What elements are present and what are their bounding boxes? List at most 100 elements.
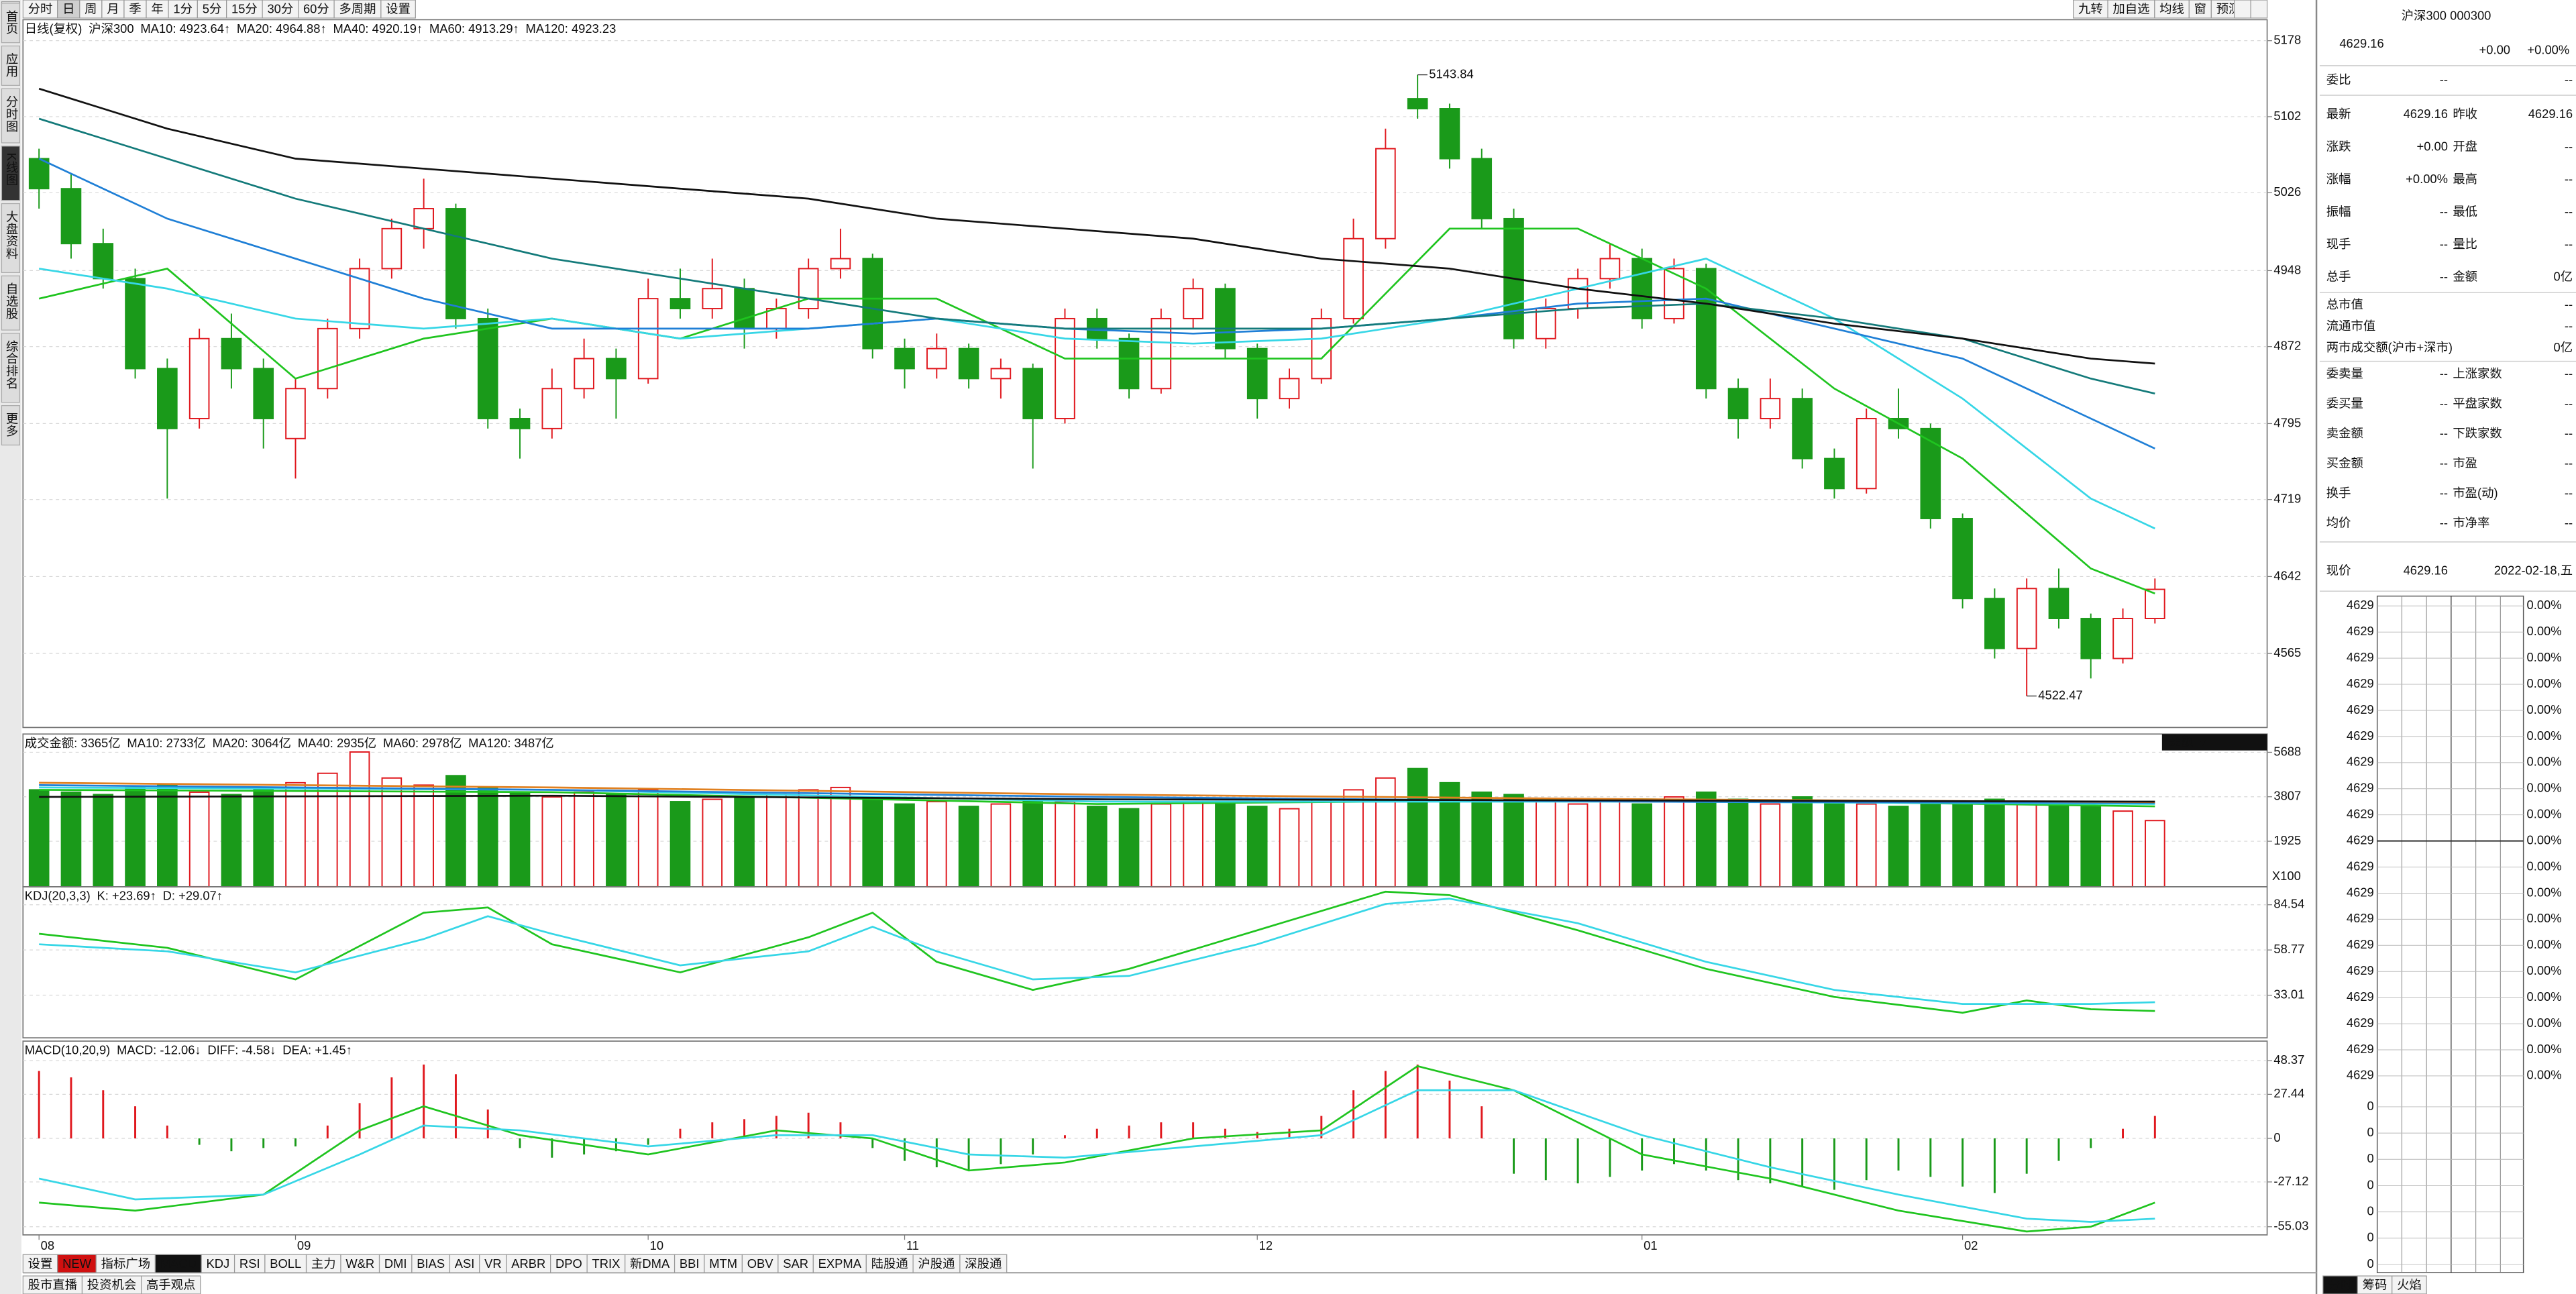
indicator-tab[interactable]: TRIX (592, 1256, 621, 1271)
side-tab[interactable]: 分时图 (5, 95, 19, 132)
indicator-tab[interactable]: 陆股通 (871, 1256, 908, 1271)
legend-item: MA60: 2978亿 (383, 736, 462, 750)
toolbar-button[interactable]: 分时 (28, 2, 53, 16)
side-tab-box[interactable] (1, 405, 20, 446)
indicator-tab[interactable]: EXPMA (818, 1256, 862, 1271)
indicator-tab[interactable]: ASI (455, 1256, 475, 1271)
indicator-tab[interactable]: MACD (160, 1256, 197, 1271)
toolbar-button[interactable]: 30分 (267, 2, 293, 16)
window-button[interactable] (2250, 0, 2268, 19)
quote-label: 卖金额 (2326, 426, 2363, 440)
indicator-tab[interactable]: DMI (384, 1256, 407, 1271)
status-tab[interactable]: 投资机会 (87, 1278, 136, 1292)
indicator-tab[interactable]: MTM (709, 1256, 737, 1271)
volume-bar (2112, 810, 2133, 887)
mini-pct-label: 0.00% (2527, 598, 2562, 612)
indicator-tab[interactable]: 沪股通 (918, 1256, 955, 1271)
toolbar-button[interactable]: 九转 (2078, 2, 2103, 16)
volume-bar (1279, 808, 1300, 887)
quote-tab[interactable]: 分时 (2328, 1278, 2353, 1292)
macd-bar (1063, 1135, 1066, 1139)
indicator-tab[interactable]: SAR (783, 1256, 808, 1271)
toolbar-button[interactable]: 季 (129, 2, 141, 16)
quote-label: 最高 (2453, 172, 2477, 186)
side-tab-box[interactable] (1, 3, 20, 44)
mini-pct-label: 0.00% (2527, 989, 2562, 1004)
toolbar-button[interactable]: 多周期 (339, 2, 376, 16)
ma-line (38, 227, 2155, 595)
toolbar-button[interactable]: 均线 (2159, 2, 2184, 16)
legend-item: MA120: 3487亿 (468, 736, 554, 750)
toolbar-button[interactable]: 年 (151, 2, 163, 16)
quote-value: -- (2440, 486, 2448, 500)
toolbar-button[interactable]: 5分 (203, 2, 222, 16)
candle-body (1150, 317, 1172, 390)
toolbar-button[interactable]: 月 (107, 2, 119, 16)
volume-bar (1375, 777, 1396, 887)
side-tab-box[interactable] (1, 333, 20, 403)
status-tab[interactable]: 高手观点 (146, 1278, 195, 1292)
quote-value: 4629.16 (2404, 563, 2448, 578)
quote-tab[interactable]: 火焰 (2397, 1278, 2422, 1292)
indicator-tab[interactable]: W&R (345, 1256, 374, 1271)
indicator-tab[interactable]: BBI (680, 1256, 700, 1271)
legend-item: 成交金额: 3365亿 (25, 736, 121, 750)
indicator-tab[interactable]: 指标广场 (101, 1256, 150, 1271)
indicator-tab[interactable]: BOLL (270, 1256, 301, 1271)
side-tab-box[interactable] (1, 88, 20, 144)
side-tab-box[interactable] (1, 45, 20, 86)
indicator-tab[interactable]: OBV (747, 1256, 774, 1271)
macd-bar (935, 1138, 938, 1168)
quote-value: -- (2565, 486, 2573, 500)
indicator-tab[interactable]: KDJ (207, 1256, 230, 1271)
indicator-tab[interactable]: 新DMA (630, 1256, 670, 1271)
quote-tab[interactable]: 筹码 (2363, 1278, 2387, 1292)
side-tab-box[interactable] (1, 203, 20, 273)
indicator-tab[interactable]: 深股通 (965, 1256, 1002, 1271)
macd-bar (1769, 1138, 1772, 1184)
indicator-tab[interactable]: VR (484, 1256, 502, 1271)
toolbar-button[interactable]: 周 (85, 2, 97, 16)
indicator-tab[interactable]: 主力 (311, 1256, 336, 1271)
y-tick-label: 58.77 (2273, 942, 2304, 956)
indicator-tab[interactable]: 设置 (28, 1256, 53, 1271)
mini-pct-label: 0.00% (2527, 911, 2562, 925)
status-tab[interactable]: 股市直播 (28, 1278, 77, 1292)
side-tab[interactable]: 综合排名 (5, 340, 19, 389)
volume-bar (1856, 803, 1877, 887)
indicator-menu[interactable]: 金额 ▼ (2169, 734, 2209, 748)
side-tab[interactable]: 更多 (5, 412, 19, 437)
toolbar-button[interactable]: 1分 (173, 2, 193, 16)
side-tab[interactable]: K线图 (5, 153, 19, 186)
window-button[interactable] (2234, 0, 2251, 19)
side-tab-box[interactable] (1, 146, 20, 201)
panel-frame (22, 886, 2268, 1038)
side-tab-box[interactable] (1, 275, 20, 331)
volume-bar (702, 798, 723, 887)
indicator-tab[interactable]: NEW (62, 1256, 92, 1271)
toolbar-button[interactable]: 日 (62, 2, 74, 16)
candle-body (221, 337, 242, 370)
indicator-tab[interactable]: ARBR (511, 1256, 545, 1271)
toolbar-button[interactable]: 窗 (2194, 2, 2206, 16)
candle-body (2080, 618, 2102, 659)
y-tick-label: 4795 (2273, 415, 2301, 429)
indicator-tab[interactable]: DPO (555, 1256, 582, 1271)
legend-item: KDJ(20,3,3) (25, 888, 91, 902)
indicator-tab[interactable]: BIAS (417, 1256, 445, 1271)
toolbar-button[interactable]: 加自选 (2112, 2, 2149, 16)
volume-bar (2016, 801, 2037, 887)
mini-volume-label: 0 (2367, 1125, 2374, 1139)
toolbar-button-box (146, 0, 169, 19)
side-tab[interactable]: 首页 (5, 10, 19, 35)
toolbar-button[interactable]: 60分 (303, 2, 329, 16)
toolbar-button[interactable]: 15分 (231, 2, 258, 16)
candle-body (958, 347, 979, 380)
side-tab[interactable]: 大盘资料 (5, 210, 19, 259)
indicator-tab[interactable]: RSI (239, 1256, 260, 1271)
macd-bar (70, 1077, 72, 1139)
toolbar-button[interactable]: 设置 (386, 2, 411, 16)
side-tab[interactable]: 应用 (5, 52, 19, 77)
mini-pct-label: 0.00% (2527, 859, 2562, 873)
side-tab[interactable]: 自选股 (5, 282, 19, 319)
